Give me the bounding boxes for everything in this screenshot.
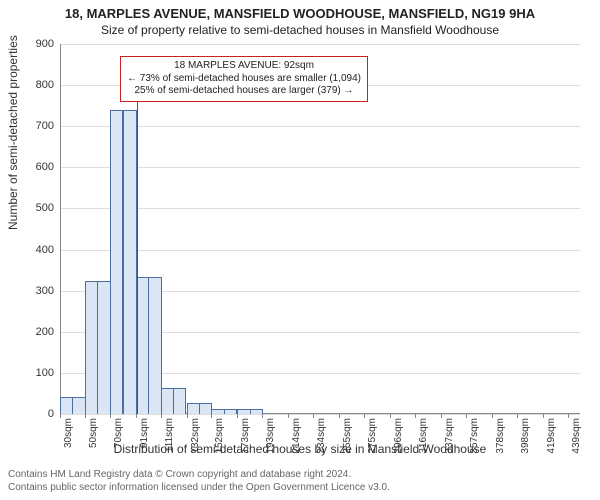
x-tick (517, 414, 518, 418)
histogram-chart: 18 MARPLES AVENUE: 92sqm← 73% of semi-de… (60, 44, 580, 414)
x-tick (492, 414, 493, 418)
x-tick-label: 398sqm (520, 418, 531, 454)
x-tick-label: 378sqm (495, 418, 506, 454)
gridline (60, 126, 580, 127)
x-tick (136, 414, 137, 418)
x-tick (339, 414, 340, 418)
histogram-bar (250, 409, 263, 414)
x-tick (211, 414, 212, 418)
footer-line-2: Contains public sector information licen… (8, 482, 390, 493)
histogram-bar (161, 388, 174, 414)
x-tick-label: 296sqm (393, 418, 404, 454)
x-tick (543, 414, 544, 418)
x-tick-label: 173sqm (240, 418, 251, 454)
x-tick-label: 439sqm (571, 418, 582, 454)
histogram-bar (60, 397, 73, 414)
x-tick-label: 132sqm (190, 418, 201, 454)
histogram-bar (237, 409, 250, 414)
gridline (60, 167, 580, 168)
x-tick (187, 414, 188, 418)
gridline (60, 250, 580, 251)
page-subtitle: Size of property relative to semi-detach… (0, 21, 600, 39)
x-tick (568, 414, 569, 418)
x-tick-label: 419sqm (546, 418, 557, 454)
x-tick (415, 414, 416, 418)
x-tick (364, 414, 365, 418)
x-tick (390, 414, 391, 418)
x-tick (237, 414, 238, 418)
x-tick (110, 414, 111, 418)
y-tick-label: 200 (14, 326, 54, 338)
histogram-bar (224, 409, 237, 414)
y-tick-label: 100 (14, 367, 54, 379)
y-tick-label: 600 (14, 161, 54, 173)
y-tick-label: 800 (14, 79, 54, 91)
x-tick-label: 193sqm (265, 418, 276, 454)
y-tick-label: 400 (14, 244, 54, 256)
histogram-bar (85, 281, 98, 414)
footer-credit: Contains HM Land Registry data © Crown c… (8, 469, 592, 494)
x-tick-label: 275sqm (367, 418, 378, 454)
y-tick-label: 300 (14, 285, 54, 297)
x-tick (441, 414, 442, 418)
page-title: 18, MARPLES AVENUE, MANSFIELD WOODHOUSE,… (0, 0, 600, 21)
callout-line: 25% of semi-detached houses are larger (… (127, 85, 361, 98)
gridline (60, 208, 580, 209)
histogram-bar (110, 110, 123, 414)
x-tick-label: 152sqm (214, 418, 225, 454)
y-tick-label: 700 (14, 120, 54, 132)
x-tick-label: 30sqm (63, 418, 74, 448)
x-tick (262, 414, 263, 418)
callout-line: ← 73% of semi-detached houses are smalle… (127, 73, 361, 86)
x-tick-label: 50sqm (88, 418, 99, 448)
histogram-bar (97, 281, 110, 414)
x-tick (85, 414, 86, 418)
x-tick-label: 70sqm (113, 418, 124, 448)
marker-callout: 18 MARPLES AVENUE: 92sqm← 73% of semi-de… (120, 56, 368, 102)
footer-line-1: Contains HM Land Registry data © Crown c… (8, 469, 351, 480)
x-tick-label: 234sqm (316, 418, 327, 454)
x-tick-label: 91sqm (139, 418, 150, 448)
gridline (60, 44, 580, 45)
histogram-bar (123, 110, 136, 414)
x-tick (466, 414, 467, 418)
histogram-bar (148, 277, 161, 414)
y-tick-label: 0 (14, 408, 54, 420)
x-tick-label: 357sqm (469, 418, 480, 454)
gridline (60, 414, 580, 415)
x-tick-label: 214sqm (291, 418, 302, 454)
y-axis (60, 44, 61, 414)
x-tick (60, 414, 61, 418)
y-axis-label: Number of semi-detached properties (6, 35, 20, 230)
x-tick-label: 255sqm (342, 418, 353, 454)
histogram-bar (211, 409, 224, 414)
x-tick-label: 337sqm (444, 418, 455, 454)
x-tick (161, 414, 162, 418)
x-tick-label: 316sqm (418, 418, 429, 454)
y-tick-label: 900 (14, 38, 54, 50)
x-tick (288, 414, 289, 418)
histogram-bar (199, 403, 212, 414)
callout-line: 18 MARPLES AVENUE: 92sqm (127, 60, 361, 73)
histogram-bar (173, 388, 186, 414)
marker-line (137, 100, 138, 414)
histogram-bar (187, 403, 200, 414)
histogram-bar (72, 397, 85, 414)
x-tick (313, 414, 314, 418)
x-tick-label: 111sqm (164, 418, 175, 452)
y-tick-label: 500 (14, 202, 54, 214)
